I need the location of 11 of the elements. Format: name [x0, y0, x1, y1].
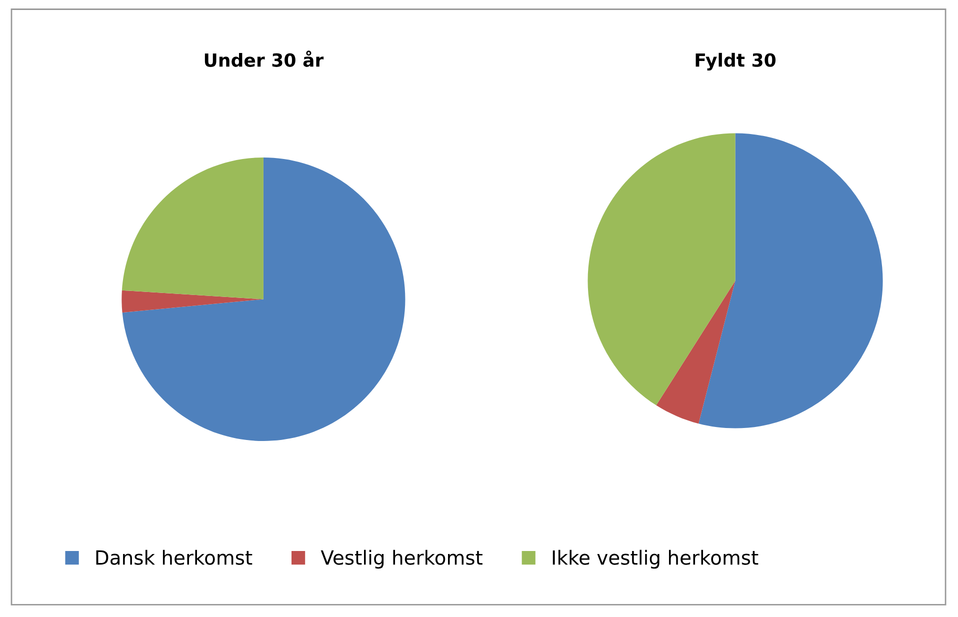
legend-label: Dansk herkomst — [96, 550, 252, 565]
legend-label: Ikke vestlig herkomst — [552, 550, 758, 569]
pie-slice — [122, 157, 406, 442]
pie-slice — [656, 280, 736, 424]
pie-slice — [698, 133, 883, 428]
pie-slice — [122, 157, 264, 300]
pie-slice — [122, 290, 264, 313]
pie-slice — [588, 133, 736, 406]
legend-label: Vestlig herkomst — [320, 550, 482, 569]
chart-title: Under 30 år — [204, 50, 324, 67]
chart-title: Fyldt 30 — [696, 52, 776, 71]
